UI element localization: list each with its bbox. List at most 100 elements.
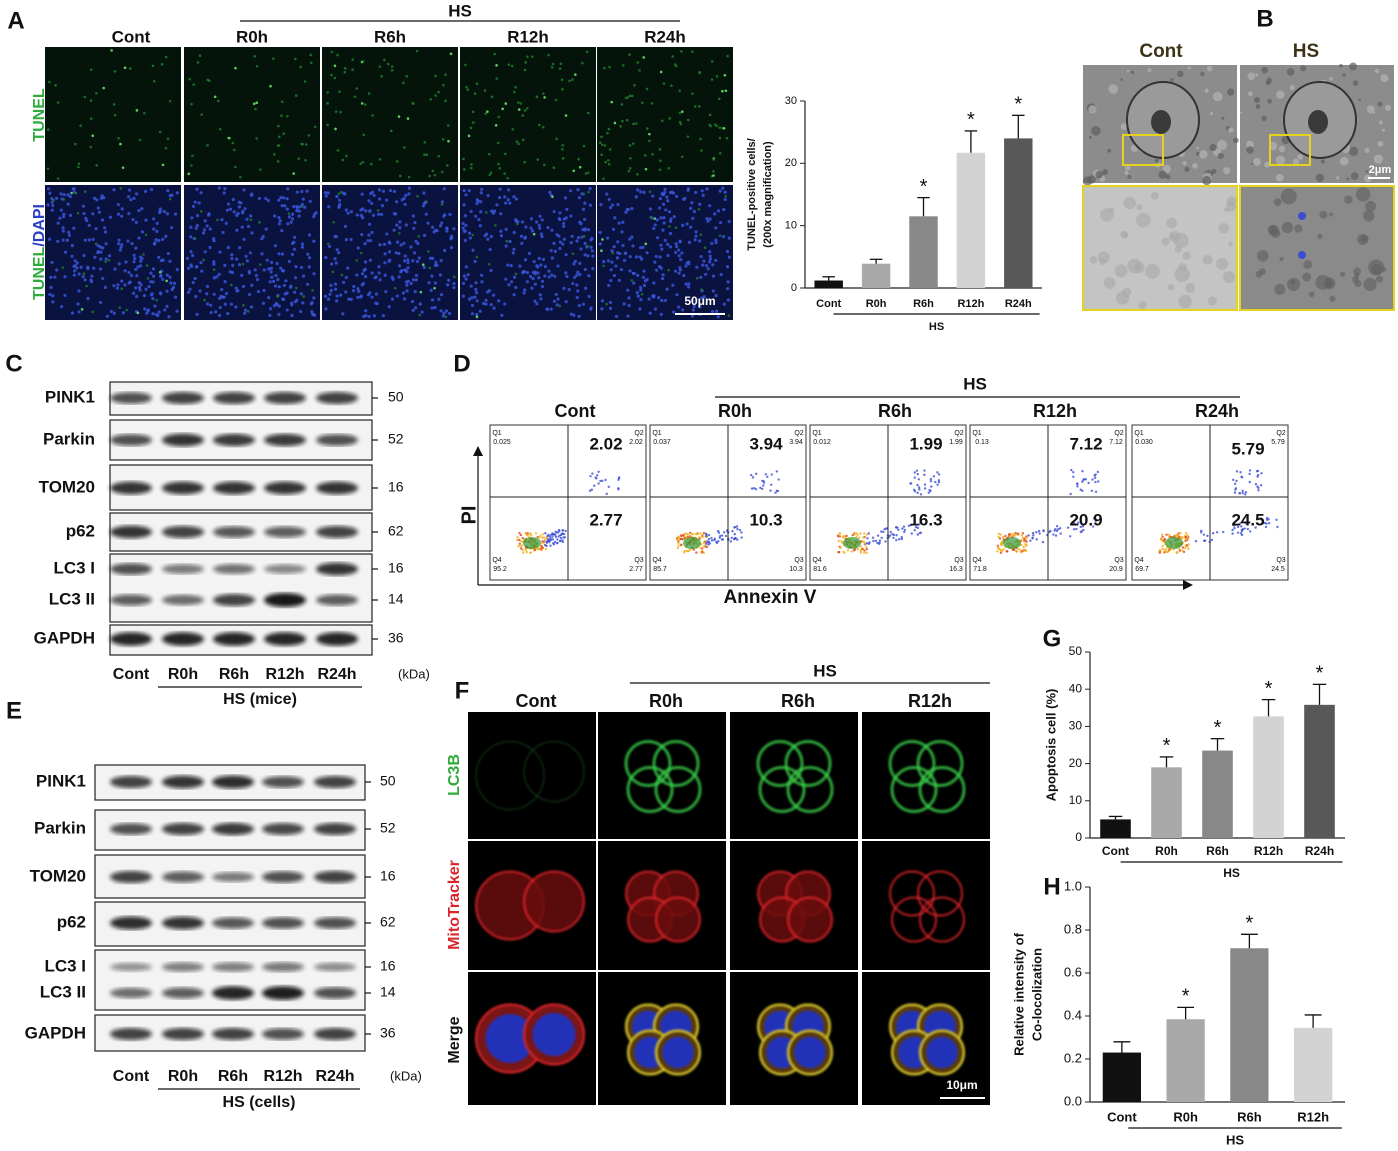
cell-dot xyxy=(523,68,527,72)
band xyxy=(264,632,306,646)
cell-dot xyxy=(324,255,328,260)
cell-dot xyxy=(56,239,60,243)
event-dot xyxy=(1079,530,1083,534)
texture xyxy=(1384,104,1392,111)
event-dot xyxy=(1020,534,1023,537)
cell-dot xyxy=(677,248,681,252)
panel-letter: C xyxy=(5,350,22,377)
cell-dot xyxy=(494,224,497,227)
cell-dot xyxy=(127,281,131,285)
cell-dot xyxy=(390,69,394,72)
event-dot xyxy=(1169,548,1173,551)
cell-dot xyxy=(192,83,195,86)
cell-dot xyxy=(682,197,686,201)
cell-dot xyxy=(79,265,83,269)
cell-dot xyxy=(607,127,611,131)
cell-dot xyxy=(674,226,678,229)
event-dot xyxy=(1079,525,1082,529)
y-tick-label: 10 xyxy=(785,220,797,232)
cell-dot xyxy=(133,257,137,261)
texture xyxy=(1202,254,1213,265)
event-dot xyxy=(838,532,842,535)
cell-dot xyxy=(474,291,478,295)
cell-dot xyxy=(686,118,690,122)
event-dot xyxy=(853,548,857,551)
lane-label: R6h xyxy=(219,666,249,683)
cell-dot xyxy=(355,259,359,262)
event-dot xyxy=(519,545,522,548)
cell-dot xyxy=(124,260,128,264)
y-tick-label: 0 xyxy=(791,282,797,294)
cell-dot xyxy=(464,265,468,269)
cell-dot xyxy=(87,223,91,228)
cell-dot xyxy=(310,310,314,314)
cell-dot xyxy=(710,309,715,314)
cell-dot xyxy=(555,137,558,141)
cell-dot xyxy=(503,195,507,199)
cell-dot xyxy=(578,272,582,277)
cell-dot xyxy=(306,252,310,256)
cell-dot xyxy=(285,207,289,211)
cell-dot xyxy=(72,273,76,277)
cell-dot xyxy=(326,242,330,245)
cell-dot xyxy=(266,198,270,203)
band xyxy=(316,434,358,446)
event-core xyxy=(843,537,861,549)
cell xyxy=(654,766,702,813)
cell-dot xyxy=(441,138,445,141)
band xyxy=(213,391,255,405)
cell-dot xyxy=(168,194,172,198)
cell-dot xyxy=(53,275,57,279)
cell-dot xyxy=(589,245,593,249)
cell-dot xyxy=(699,233,703,236)
cell-dot xyxy=(166,137,170,141)
cell-dot xyxy=(577,314,581,318)
event-dot xyxy=(895,534,898,537)
micrograph xyxy=(597,47,733,182)
cell-dot xyxy=(697,207,701,211)
event-dot xyxy=(937,473,941,476)
quadrant-value: 7.12 xyxy=(1109,439,1123,446)
cell-dot xyxy=(304,158,307,162)
texture xyxy=(1328,212,1334,217)
unit-label: (kDa) xyxy=(390,1068,422,1083)
cell-dot xyxy=(133,286,138,290)
cell-dot xyxy=(89,68,93,71)
cell-dot xyxy=(258,221,261,224)
panel-letter: H xyxy=(1043,873,1060,900)
texture xyxy=(1357,233,1369,245)
cell-dot xyxy=(337,198,342,202)
cell-dot xyxy=(511,251,515,255)
cell-dot xyxy=(275,261,279,266)
event-dot xyxy=(766,475,769,479)
cell-dot xyxy=(606,159,610,162)
cell-dot xyxy=(617,278,621,282)
cell-dot xyxy=(395,240,400,244)
event-dot xyxy=(561,540,565,544)
cell-dot xyxy=(198,54,202,58)
cell-dot xyxy=(599,203,603,207)
quadrant-name: Q4 xyxy=(652,557,661,564)
cell-dot xyxy=(523,160,526,164)
band xyxy=(316,391,358,405)
cell-dot xyxy=(249,214,253,218)
cell-dot xyxy=(278,135,281,139)
cell-dot xyxy=(576,270,580,274)
y-tick-label: 0.2 xyxy=(1064,1050,1082,1065)
cell-dot xyxy=(110,49,113,52)
cell-dot xyxy=(621,243,625,248)
cell-dot xyxy=(370,201,374,205)
texture xyxy=(1204,88,1209,93)
event-dot xyxy=(1254,483,1258,486)
cell-dot xyxy=(610,260,614,264)
event-dot xyxy=(520,547,523,550)
cell-dot xyxy=(376,209,380,212)
cell-dot xyxy=(409,245,413,249)
cell-dot xyxy=(681,223,685,227)
cell-dot xyxy=(548,190,552,194)
event-dot xyxy=(774,491,777,494)
cell-dot xyxy=(248,251,252,255)
event-dot xyxy=(601,479,604,483)
cell-dot xyxy=(445,226,449,230)
cell-dot xyxy=(129,198,133,202)
